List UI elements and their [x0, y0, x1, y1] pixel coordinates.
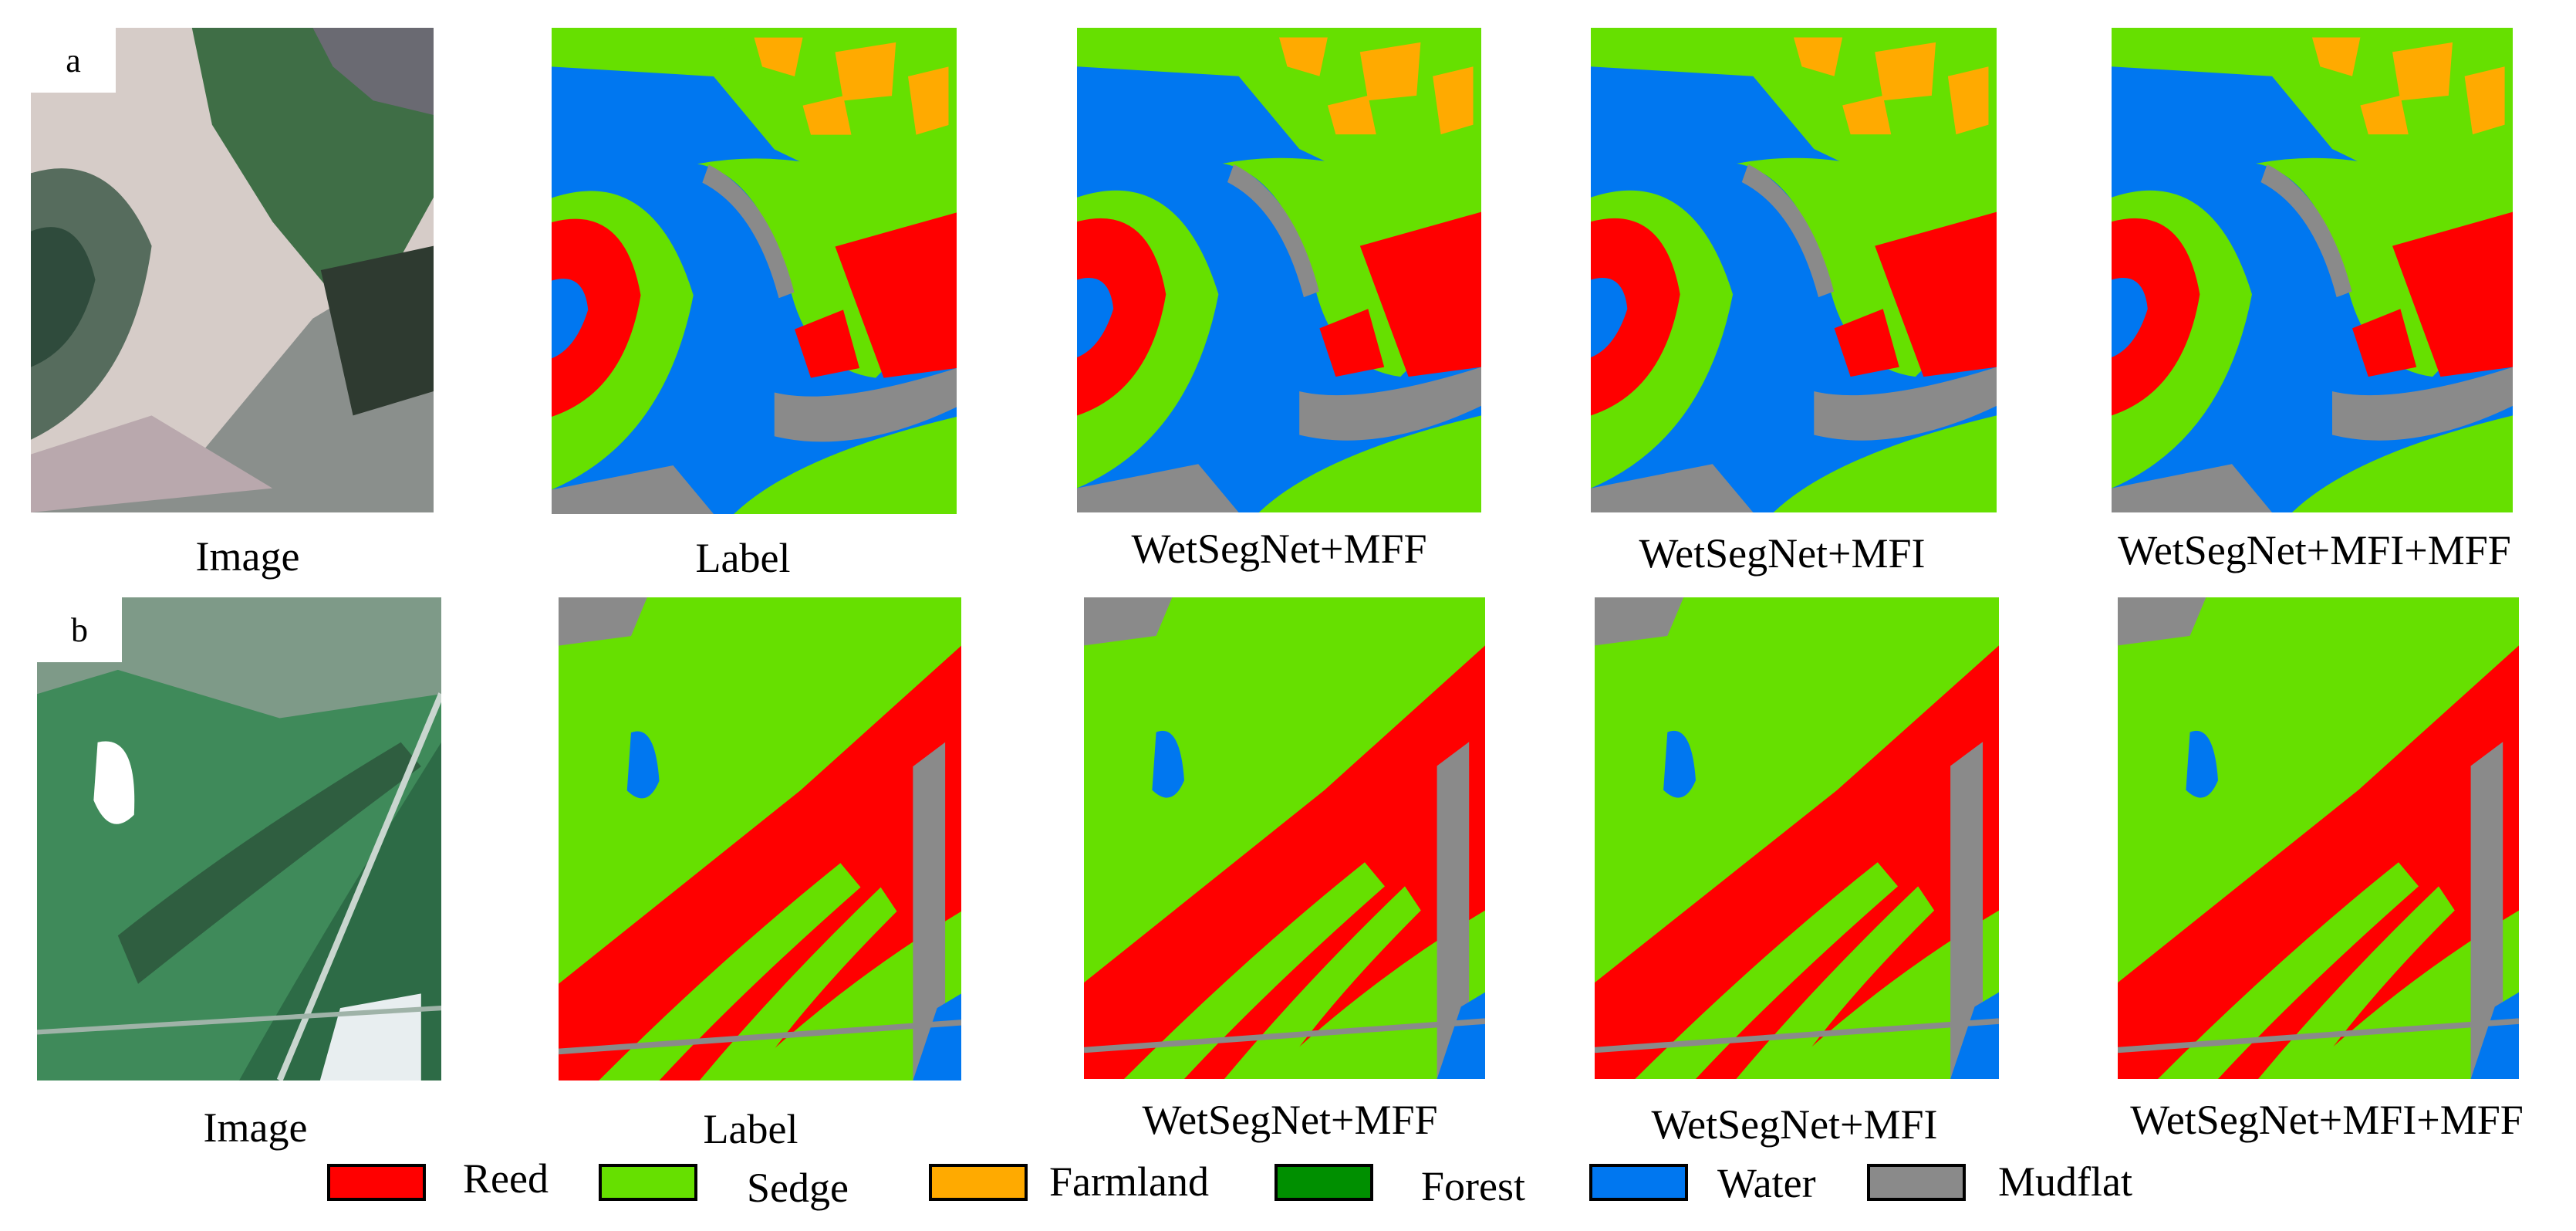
row-a-mfi-mff-map	[2112, 28, 2513, 512]
row-b-label-map	[559, 597, 961, 1081]
row-a-caption-mff: WetSegNet+MFF	[1131, 526, 1427, 572]
legend-label-forest: Forest	[1421, 1163, 1525, 1209]
legend-label-farmland: Farmland	[1049, 1158, 1209, 1205]
legend-label-sedge: Sedge	[747, 1165, 849, 1211]
row-b-mfi-mff-map	[2118, 597, 2519, 1079]
legend-label-mudflat: Mudflat	[1998, 1158, 2132, 1205]
row-b-tag: b	[37, 597, 122, 662]
row-b-caption-image: Image	[203, 1104, 308, 1151]
row-a-caption-mfi-mff: WetSegNet+MFI+MFF	[2118, 527, 2511, 573]
row-b-caption-mfi: WetSegNet+MFI	[1651, 1101, 1938, 1148]
row-a-image-panel	[31, 28, 434, 512]
legend-swatch-farmland	[929, 1164, 1028, 1201]
satellite-image-a	[31, 28, 434, 512]
row-a-mfi-map	[1591, 28, 1997, 512]
legend-swatch-mudflat	[1867, 1164, 1966, 1201]
row-a-label-map	[552, 28, 957, 514]
row-b-image-panel	[37, 597, 441, 1081]
row-b-caption-label: Label	[703, 1106, 798, 1152]
legend-label-water: Water	[1717, 1160, 1816, 1206]
legend-swatch-water	[1589, 1164, 1688, 1201]
row-a-caption-mfi: WetSegNet+MFI	[1639, 530, 1926, 577]
legend-label-reed: Reed	[463, 1155, 549, 1202]
row-b-mfi-map	[1595, 597, 1999, 1079]
row-b-caption-mfi-mff: WetSegNet+MFI+MFF	[2130, 1097, 2524, 1143]
legend-swatch-reed	[327, 1164, 426, 1201]
row-a-mff-map	[1077, 28, 1481, 512]
row-a-caption-image: Image	[195, 533, 300, 580]
row-a-caption-label: Label	[695, 535, 791, 581]
legend-swatch-sedge	[599, 1164, 697, 1201]
legend-swatch-forest	[1274, 1164, 1373, 1201]
row-a-tag: a	[31, 28, 116, 93]
row-b-mff-map	[1084, 597, 1485, 1079]
row-b-caption-mff: WetSegNet+MFF	[1142, 1097, 1438, 1143]
satellite-image-b	[37, 597, 441, 1081]
